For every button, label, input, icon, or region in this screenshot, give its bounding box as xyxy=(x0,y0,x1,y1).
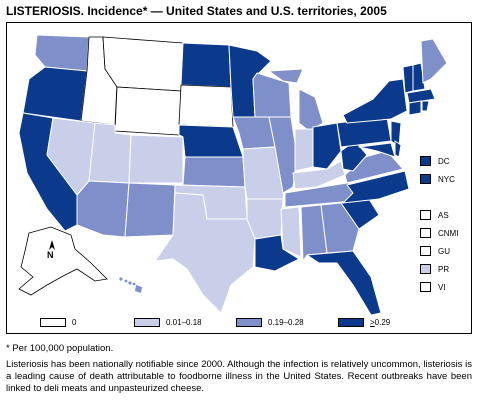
label-nyc: NYC xyxy=(438,175,455,184)
label-dc: DC xyxy=(438,157,450,166)
state-rhode-island xyxy=(421,100,430,112)
state-texas xyxy=(154,192,256,314)
label-cnmi: CNMI xyxy=(438,229,459,238)
legend-swatch-mid xyxy=(236,318,262,327)
legend-label-high-prefix: > xyxy=(370,318,375,327)
swatch-nyc xyxy=(420,174,431,184)
swatch-gu xyxy=(420,246,431,256)
description-note: Listeriosis has been nationally notifiab… xyxy=(6,359,472,394)
state-florida xyxy=(306,250,382,316)
swatch-as xyxy=(420,210,431,220)
legend-label-high: >0.29 xyxy=(370,318,390,327)
legend-swatch-high xyxy=(338,318,364,327)
state-north-dakota xyxy=(180,42,232,88)
compass-label: N xyxy=(47,250,54,260)
state-hawaii xyxy=(119,277,142,293)
state-alaska xyxy=(18,226,108,296)
label-vi: VI xyxy=(438,283,446,292)
swatch-cnmi xyxy=(420,228,431,238)
label-as: AS xyxy=(438,211,449,220)
legend-label-high-value: 0.29 xyxy=(374,318,391,327)
state-connecticut xyxy=(408,100,422,116)
state-washington xyxy=(34,34,90,72)
state-south-dakota xyxy=(178,84,234,128)
swatch-vi xyxy=(420,282,431,292)
state-oregon xyxy=(22,66,88,122)
map-title: LISTERIOSIS. Incidence* — United States … xyxy=(6,4,387,18)
state-michigan-up xyxy=(268,68,304,84)
state-colorado xyxy=(128,134,184,184)
state-illinois xyxy=(268,116,298,194)
footnote: * Per 100,000 population. xyxy=(6,343,114,354)
state-kansas xyxy=(182,156,246,188)
swatch-pr xyxy=(420,264,431,274)
legend-swatch-zero xyxy=(40,318,66,327)
legend-swatch-low xyxy=(134,318,160,327)
state-maryland xyxy=(358,142,396,158)
state-north-carolina xyxy=(342,170,410,204)
north-arrow-icon xyxy=(49,240,55,250)
state-new-york xyxy=(342,78,408,124)
state-maine xyxy=(420,38,448,84)
state-nebraska xyxy=(178,124,244,158)
state-iowa xyxy=(232,116,276,150)
state-arkansas xyxy=(246,198,284,240)
legend-label-low: 0.01–0.18 xyxy=(166,318,202,327)
state-vermont xyxy=(402,64,414,94)
state-montana xyxy=(102,36,184,92)
state-massachusetts xyxy=(406,88,436,104)
state-new-mexico xyxy=(124,182,176,238)
us-incidence-map xyxy=(18,34,448,316)
state-mississippi xyxy=(280,206,302,258)
state-louisiana xyxy=(254,234,300,272)
state-michigan xyxy=(298,88,324,132)
label-pr: PR xyxy=(438,265,450,274)
state-ohio xyxy=(312,122,342,170)
state-indiana xyxy=(294,128,314,172)
state-arizona xyxy=(76,180,130,238)
state-wyoming xyxy=(114,86,182,136)
legend-label-mid: 0.19–0.28 xyxy=(268,318,304,327)
state-delaware xyxy=(394,140,402,158)
legend-label-zero: 0 xyxy=(72,318,77,327)
label-gu: GU xyxy=(438,247,450,256)
swatch-dc xyxy=(420,156,431,166)
map-frame xyxy=(6,22,472,334)
